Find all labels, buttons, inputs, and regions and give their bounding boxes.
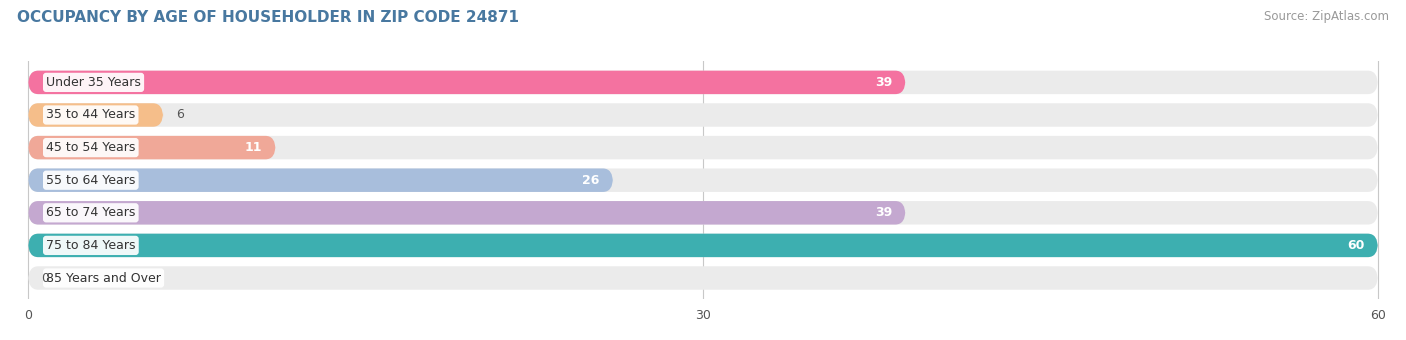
Text: 26: 26 xyxy=(582,174,599,187)
Text: Source: ZipAtlas.com: Source: ZipAtlas.com xyxy=(1264,10,1389,23)
FancyBboxPatch shape xyxy=(28,103,163,127)
FancyBboxPatch shape xyxy=(28,201,905,224)
Text: 39: 39 xyxy=(875,206,891,219)
FancyBboxPatch shape xyxy=(28,234,1378,257)
Text: 0: 0 xyxy=(42,272,49,285)
Text: 55 to 64 Years: 55 to 64 Years xyxy=(46,174,135,187)
FancyBboxPatch shape xyxy=(28,71,905,94)
Text: 45 to 54 Years: 45 to 54 Years xyxy=(46,141,135,154)
Text: 35 to 44 Years: 35 to 44 Years xyxy=(46,108,135,121)
Text: 6: 6 xyxy=(177,108,184,121)
Text: 75 to 84 Years: 75 to 84 Years xyxy=(46,239,135,252)
FancyBboxPatch shape xyxy=(28,201,1378,224)
Text: 85 Years and Over: 85 Years and Over xyxy=(46,272,162,285)
FancyBboxPatch shape xyxy=(28,266,1378,290)
FancyBboxPatch shape xyxy=(28,168,613,192)
Text: 60: 60 xyxy=(1347,239,1364,252)
Text: 39: 39 xyxy=(875,76,891,89)
FancyBboxPatch shape xyxy=(28,103,1378,127)
Text: OCCUPANCY BY AGE OF HOUSEHOLDER IN ZIP CODE 24871: OCCUPANCY BY AGE OF HOUSEHOLDER IN ZIP C… xyxy=(17,10,519,25)
Text: 65 to 74 Years: 65 to 74 Years xyxy=(46,206,135,219)
FancyBboxPatch shape xyxy=(28,234,1378,257)
FancyBboxPatch shape xyxy=(28,71,1378,94)
FancyBboxPatch shape xyxy=(28,136,276,159)
Text: Under 35 Years: Under 35 Years xyxy=(46,76,141,89)
FancyBboxPatch shape xyxy=(28,168,1378,192)
Text: 11: 11 xyxy=(245,141,262,154)
FancyBboxPatch shape xyxy=(28,136,1378,159)
